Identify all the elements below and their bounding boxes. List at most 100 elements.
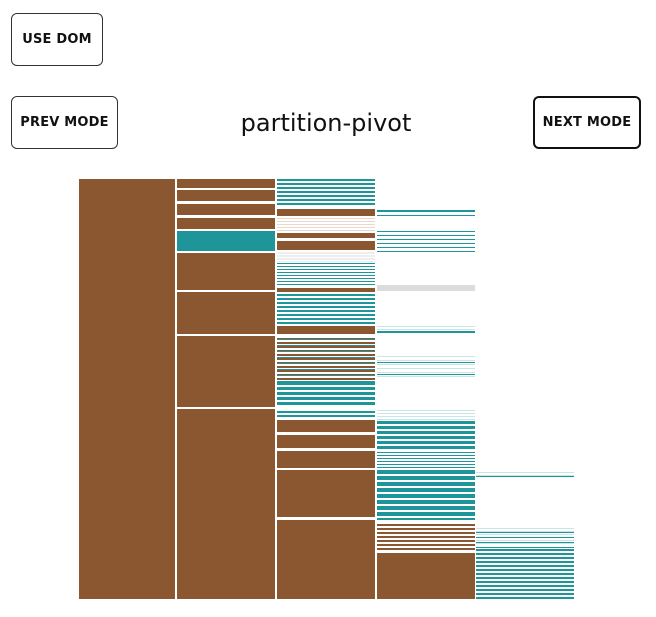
partition-level3-stripe: [277, 310, 375, 312]
partition-level4-stripe: [377, 544, 475, 546]
partition-level5-faint: [476, 540, 574, 541]
partition-level4-stripe: [377, 452, 475, 453]
partition-level3-cell: [277, 209, 375, 216]
partition-level5-stripe: [476, 589, 574, 591]
partition-level4-stripe: [377, 251, 475, 252]
partition-level4-faint: [377, 368, 475, 369]
mode-title: partition-pivot: [240, 109, 412, 137]
partition-level5-stripe: [476, 565, 574, 567]
partition-level4-faint: [377, 410, 475, 411]
partition-level3-stripe: [277, 278, 375, 279]
partition-level4-faint: [377, 360, 475, 361]
partition-root: [79, 179, 175, 599]
partition-level3-stripe: [277, 306, 375, 308]
partition-level4-stripe: [377, 532, 475, 534]
partition-level5-stripe: [476, 597, 574, 599]
partition-level4-stripe: [377, 464, 475, 465]
partition-level4-cell: [377, 553, 475, 599]
partition-level4-stripe: [377, 362, 475, 363]
partition-level2-cell-0: [177, 179, 275, 188]
partition-level3-cell: [277, 326, 375, 334]
partition-level4-stripe: [377, 548, 475, 550]
partition-level5-stripe: [476, 549, 574, 551]
partition-level4-faint: [377, 364, 475, 365]
partition-level3-faint: [277, 252, 375, 254]
partition-level2-cell-3: [177, 218, 275, 229]
partition-level3-stripe: [277, 318, 375, 320]
partition-level3-stripe: [277, 411, 375, 413]
partition-level3-stripe: [277, 392, 375, 395]
partition-level3-faint: [277, 230, 375, 231]
partition-level3-faint: [277, 258, 375, 260]
partition-level4-faint: [377, 416, 475, 417]
partition-level3-stripe: [277, 191, 375, 193]
partition-level4-stripe: [377, 436, 475, 439]
partition-level3-stripe: [277, 199, 375, 201]
partition-level4-stripe: [377, 461, 475, 462]
partition-level5-stripe: [476, 557, 574, 559]
partition-level3-stripe: [277, 203, 375, 205]
partition-level5-stripe: [476, 532, 574, 533]
partition-level3-stripe: [277, 187, 375, 189]
partition-level3-stripe: [277, 354, 375, 356]
partition-level3-stripe: [277, 298, 375, 300]
partition-level4-faint: [377, 326, 475, 327]
partition-level4-stripe: [377, 470, 475, 474]
partition-level5-faint: [476, 534, 574, 535]
partition-level4-stripe: [377, 494, 475, 498]
next-mode-button[interactable]: NEXT MODE: [533, 96, 641, 149]
partition-level4-stripe: [377, 536, 475, 538]
partition-level3-stripe: [277, 294, 375, 296]
partition-level5-stripe: [476, 569, 574, 571]
partition-level3-stripe: [277, 369, 375, 370]
partition-level3-stripe: [277, 397, 375, 400]
partition-level4-stripe: [377, 467, 475, 468]
partition-level4-faint: [377, 329, 475, 330]
partition-level4-stripe: [377, 441, 475, 444]
partition-level5-stripe: [476, 476, 574, 477]
partition-level5-stripe: [476, 542, 574, 543]
partition-level3-stripe: [277, 342, 375, 344]
partition-level3-stripe: [277, 382, 375, 385]
partition-level3-cell: [277, 520, 375, 599]
partition-level3-stripe: [277, 195, 375, 197]
partition-level5-faint: [476, 475, 574, 476]
partition-level3-stripe: [277, 266, 375, 267]
partition-level3-stripe: [277, 415, 375, 417]
partition-level4-faint: [377, 419, 475, 420]
partition-level4-stripe: [377, 231, 475, 232]
partition-level3-stripe: [277, 370, 375, 372]
partition-level3-stripe: [277, 375, 375, 376]
partition-level3-faint: [277, 221, 375, 222]
use-dom-button[interactable]: USE DOM: [11, 13, 103, 66]
partition-level4-stripe: [377, 506, 475, 510]
partition-level3-stripe: [277, 284, 375, 285]
partition-level3-stripe: [277, 346, 375, 348]
partition-level5-faint: [476, 543, 574, 544]
partition-level4-stripe: [377, 235, 475, 236]
prev-mode-button[interactable]: PREV MODE: [11, 96, 118, 149]
partition-level3-stripe: [277, 381, 375, 382]
partition-level4-stripe: [377, 482, 475, 486]
partition-level3-stripe: [277, 339, 375, 340]
partition-level3-faint: [277, 255, 375, 257]
partition-level4-stripe: [377, 518, 475, 520]
partition-level5-stripe: [476, 561, 574, 563]
partition-level5-faint: [476, 531, 574, 532]
partition-level5-faint: [476, 528, 574, 529]
partition-level4-stripe: [377, 528, 475, 530]
partition-level5-stripe: [476, 581, 574, 583]
partition-level3-cell: [277, 451, 375, 468]
partition-level2-cell-4: [177, 231, 275, 251]
partition-level3-cell: [277, 420, 375, 432]
partition-level3-stripe: [277, 378, 375, 380]
partition-level4-stripe: [377, 426, 475, 429]
partition-level4-stripe: [377, 524, 475, 526]
partition-level5-stripe: [476, 547, 574, 548]
partition-level4-stripe: [377, 243, 475, 244]
partition-level4-stripe: [377, 476, 475, 480]
partition-level3-cell: [277, 435, 375, 448]
partition-level4-stripe: [377, 431, 475, 434]
partition-level4-stripe: [377, 540, 475, 542]
